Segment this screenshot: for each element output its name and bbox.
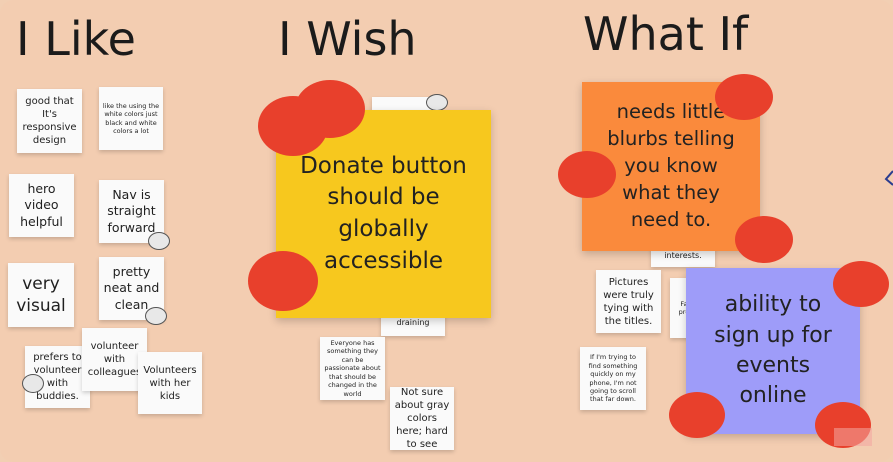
vote-dot	[669, 392, 725, 438]
cursor-arrow-icon	[884, 170, 893, 186]
column-title-like: I Like	[16, 12, 136, 66]
comment-bubble-icon[interactable]	[22, 374, 44, 393]
comment-bubble-icon[interactable]	[426, 94, 448, 111]
sticky-note-find-quickly[interactable]: If I'm trying to find something quickly …	[580, 347, 646, 410]
comment-bubble-icon[interactable]	[148, 232, 170, 250]
sticky-note-white-colors[interactable]: like the using the white colors just bla…	[99, 87, 163, 150]
sticky-note-gray[interactable]: Not sure about gray colors here; hard to…	[390, 387, 454, 450]
column-title-wish: I Wish	[278, 12, 417, 66]
vote-dot	[735, 216, 793, 263]
sticky-note-hero-video[interactable]: hero video helpful	[9, 174, 74, 237]
column-title-whatif: What If	[583, 7, 749, 61]
sticky-note-passionate[interactable]: Everyone has something they can be passi…	[320, 337, 385, 400]
sticky-note-nav[interactable]: Nav is straight forward	[99, 180, 164, 243]
vote-dot	[558, 151, 616, 198]
sticky-note-visual[interactable]: very visual	[8, 263, 74, 327]
faded-tag	[834, 428, 872, 446]
vote-dot	[715, 74, 773, 120]
comment-bubble-icon[interactable]	[145, 307, 167, 325]
sticky-note-responsive[interactable]: good that It's responsive design	[17, 89, 82, 153]
sticky-note-volunteer-kids[interactable]: Volunteers with her kids	[138, 352, 202, 414]
sticky-note-volunteer-colleagues[interactable]: volunteer with colleagues	[82, 328, 147, 391]
vote-dot	[295, 80, 365, 138]
sticky-note-pictures[interactable]: Pictures were truly tying with the title…	[596, 270, 661, 333]
vote-dot	[833, 261, 889, 307]
vote-dot	[248, 251, 318, 311]
